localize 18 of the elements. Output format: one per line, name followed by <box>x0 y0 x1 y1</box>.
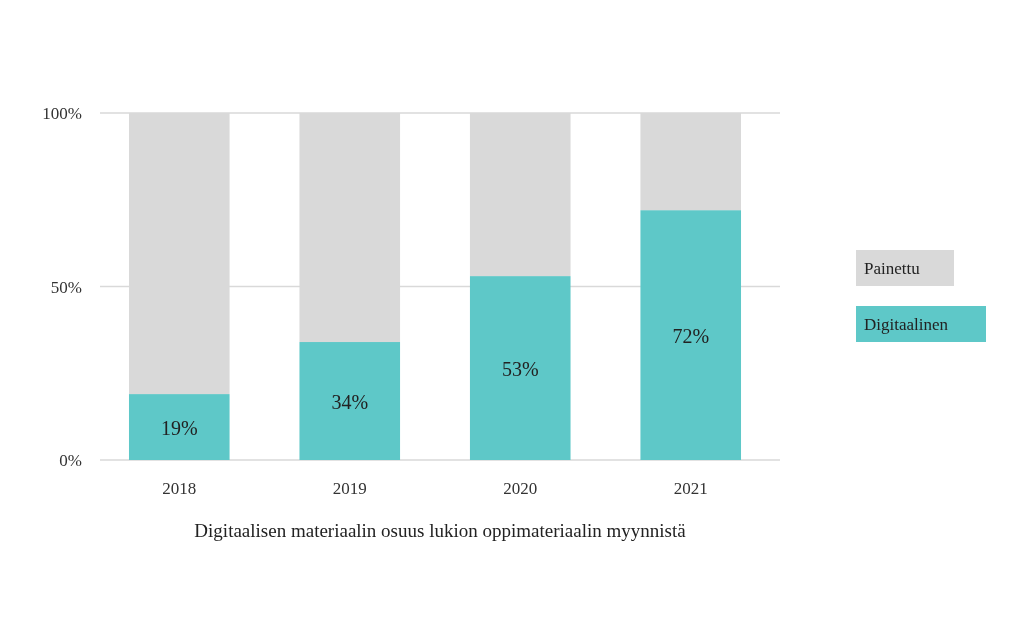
x-axis-title: Digitaalisen materiaalin osuus lukion oppimateriaalin myynnistä <box>194 520 687 541</box>
data-label: 53% <box>501 358 539 381</box>
x-tick-label: 2018 <box>162 479 197 498</box>
bar <box>640 210 742 460</box>
y-tick-label: 0% <box>59 451 82 470</box>
bar <box>469 276 571 460</box>
bar <box>128 394 230 460</box>
x-tick-label: 2020 <box>503 479 538 498</box>
x-tick-label: 2021 <box>673 479 708 498</box>
y-tick-label: 50% <box>50 277 82 297</box>
x-tick-label: 2019 <box>332 479 367 498</box>
data-label: 19% <box>160 417 198 440</box>
data-label: 72% <box>672 325 710 348</box>
bar <box>299 342 401 460</box>
data-label: 34% <box>331 391 369 414</box>
y-tick-label: 100% <box>42 104 82 123</box>
text: Digitaalinen <box>864 315 949 334</box>
text: Painettu <box>864 259 921 278</box>
